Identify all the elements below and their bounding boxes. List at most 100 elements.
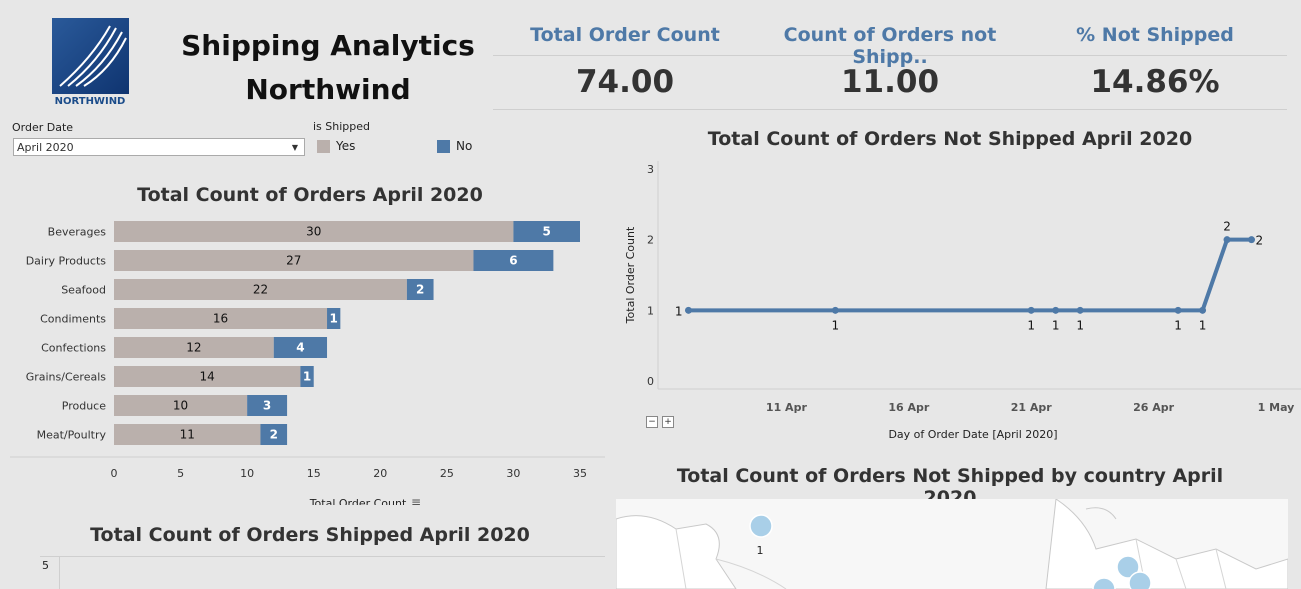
bar-category-label: Meat/Poultry: [37, 429, 107, 442]
chevron-down-icon: ▼: [291, 143, 298, 152]
bar-chart-title: Total Count of Orders April 2020: [137, 184, 483, 206]
bar-yes: [114, 366, 301, 387]
line-x-tick: 11 Apr: [766, 401, 808, 414]
bar-value-label: 16: [213, 312, 228, 326]
line-point: [1027, 306, 1035, 314]
bar-no: [473, 250, 554, 271]
bar-value-label: 22: [253, 283, 268, 297]
bar-yes: [114, 279, 407, 300]
bar-category-label: Dairy Products: [26, 255, 107, 268]
bar-value-label: 2: [416, 283, 424, 297]
kpi-total-label: Total Order Count: [530, 24, 720, 46]
line-point: [1223, 236, 1231, 244]
line-x-tick: 26 Apr: [1133, 401, 1175, 414]
bar-no: [260, 424, 288, 445]
shipped-chart-axis: [59, 556, 60, 589]
line-series: [688, 237, 1252, 313]
line-point: [1076, 306, 1084, 314]
bar-x-tick: 30: [506, 467, 520, 480]
bar-no: [300, 366, 314, 387]
bar-value-label: 2: [270, 428, 278, 442]
bar-category-label: Condiments: [40, 313, 106, 326]
line-x-tick: 1 May: [1258, 401, 1295, 414]
line-point: [1199, 306, 1207, 314]
legend-yes-swatch[interactable]: [317, 140, 330, 153]
bar-x-tick: 15: [307, 467, 321, 480]
bar-value-label: 11: [180, 428, 195, 442]
line-point-label: 1: [1076, 318, 1084, 332]
bar-value-label: 4: [296, 341, 304, 355]
line-y-tick: 1: [647, 304, 654, 317]
line-point-label: 1: [1174, 318, 1182, 332]
line-chart-title: Total Count of Orders Not Shipped April …: [707, 128, 1193, 150]
line-x-tick: 21 Apr: [1011, 401, 1053, 414]
line-point: [1052, 306, 1060, 314]
bar-value-label: 10: [173, 399, 188, 413]
map-bubble[interactable]: [1116, 555, 1140, 579]
bar-category-label: Grains/Cereals: [26, 371, 107, 384]
zoom-out-button[interactable]: −: [646, 416, 658, 428]
kpi-not-shipped-label: Count of Orders not Shipp..: [783, 24, 997, 68]
bar-value-label: 5: [543, 225, 551, 239]
logo-text: NORTHWIND: [55, 96, 126, 106]
bar-category-label: Beverages: [48, 226, 107, 239]
line-point-label: 1: [1199, 318, 1207, 332]
kpi-divider-bottom: [493, 109, 1287, 110]
bar-value-label: 30: [306, 225, 321, 239]
title-line-2: Northwind: [245, 73, 411, 106]
kpi-divider-top: [493, 55, 1287, 56]
line-y-tick: 0: [647, 375, 654, 388]
bar-x-tick: 10: [240, 467, 254, 480]
legend-no-label[interactable]: No: [456, 139, 473, 153]
bar-value-label: 14: [200, 370, 215, 384]
line-y-tick: 3: [647, 163, 654, 176]
northwind-logo: NORTHWIND: [52, 18, 129, 107]
line-point-label: 1: [1052, 318, 1060, 332]
country-map[interactable]: 1: [616, 499, 1288, 589]
bar-x-tick: 25: [440, 467, 454, 480]
title-line-1: Shipping Analytics: [181, 29, 475, 62]
line-point: [831, 306, 839, 314]
bar-no: [327, 308, 341, 329]
line-point: [1248, 236, 1256, 244]
line-point-label: 1: [675, 304, 683, 318]
bar-yes: [114, 308, 328, 329]
page-title: Shipping Analytics Northwind: [168, 24, 488, 112]
shipped-chart-ytick: 5: [42, 559, 49, 572]
kpi-total-value: 74.00: [575, 64, 675, 100]
bar-yes: [114, 250, 474, 271]
line-point-label: 1: [1027, 318, 1035, 332]
bar-no: [406, 279, 434, 300]
order-date-select[interactable]: April 2020 ▼: [13, 138, 305, 156]
bar-category-label: Produce: [62, 400, 106, 413]
bar-value-label: 3: [263, 399, 271, 413]
line-x-tick: 16 Apr: [888, 401, 930, 414]
legend-no-swatch[interactable]: [437, 140, 450, 153]
shipped-chart-gridline: [40, 556, 605, 557]
bar-yes: [114, 221, 514, 242]
map-bubble[interactable]: [1128, 571, 1152, 589]
bar-value-label: 12: [186, 341, 201, 355]
not-shipped-line-chart: 0 1 2 3 11 Apr 16 Apr 21 Apr 26 Apr 1 May Day of …: [624, 161, 1301, 441]
bar-no: [247, 395, 288, 416]
zoom-in-button[interactable]: +: [662, 416, 674, 428]
line-point: [1174, 306, 1182, 314]
kpi-percent-value: 14.86%: [1090, 64, 1220, 100]
kpi-not-shipped-value: 11.00: [840, 64, 940, 100]
sort-icon: ≡: [411, 495, 421, 505]
line-point-label: 2: [1223, 220, 1231, 234]
legend-title: is Shipped: [313, 120, 371, 133]
legend-yes-label[interactable]: Yes: [336, 139, 356, 153]
kpi-percent-label: % Not Shipped: [1076, 24, 1234, 46]
map-bubble[interactable]: [749, 514, 773, 538]
bar-x-tick: 35: [573, 467, 587, 480]
line-point: [684, 306, 692, 314]
line-point-label: 2: [1256, 234, 1264, 248]
bar-x-tick: 0: [111, 467, 118, 480]
line-y-axis-title: Total Order Count: [624, 226, 637, 324]
order-date-value: April 2020: [17, 141, 74, 154]
map-bubble[interactable]: [1092, 577, 1116, 589]
bar-no: [273, 337, 328, 358]
line-x-axis-title: Day of Order Date [April 2020]: [888, 428, 1057, 441]
